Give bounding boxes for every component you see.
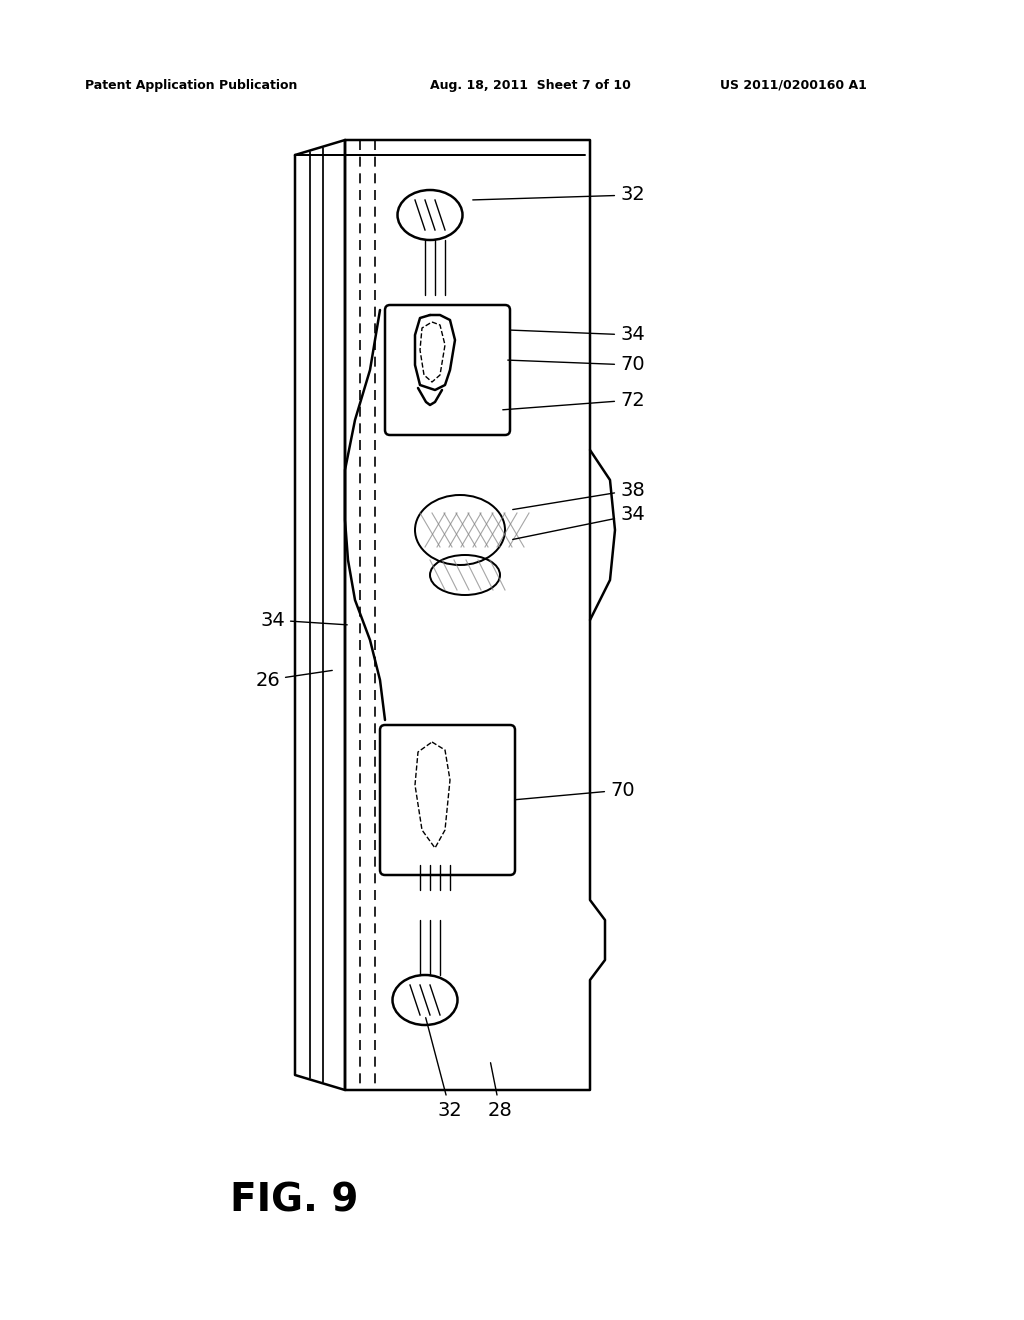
Text: 70: 70 — [515, 780, 635, 800]
Text: 28: 28 — [487, 1063, 512, 1119]
Text: Patent Application Publication: Patent Application Publication — [85, 78, 297, 91]
Text: 72: 72 — [503, 391, 645, 409]
Text: 38: 38 — [513, 480, 645, 510]
Text: 26: 26 — [255, 671, 332, 689]
Text: FIG. 9: FIG. 9 — [230, 1181, 358, 1218]
Text: 70: 70 — [508, 355, 645, 375]
Text: 34: 34 — [511, 326, 645, 345]
Text: 32: 32 — [426, 1018, 463, 1119]
Text: Aug. 18, 2011  Sheet 7 of 10: Aug. 18, 2011 Sheet 7 of 10 — [430, 78, 631, 91]
Text: US 2011/0200160 A1: US 2011/0200160 A1 — [720, 78, 867, 91]
Text: 32: 32 — [473, 186, 645, 205]
Text: 34: 34 — [260, 610, 347, 630]
Text: 34: 34 — [513, 506, 645, 540]
